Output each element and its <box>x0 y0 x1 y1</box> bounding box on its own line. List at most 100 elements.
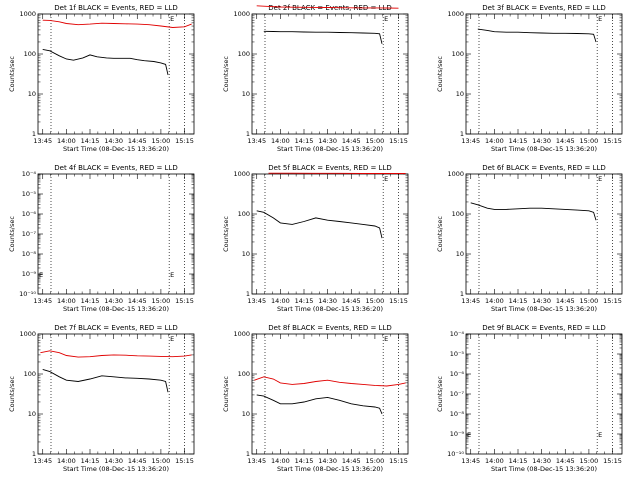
chart-title: Det 5f BLACK = Events, RED = LLD <box>268 164 391 172</box>
series-line-events <box>256 210 383 239</box>
y-tick-label: 1000 <box>447 10 464 18</box>
chart-title: Det 7f BLACK = Events, RED = LLD <box>54 324 177 332</box>
y-tick-label: 10 <box>242 90 250 98</box>
x-tick-label: 14:00 <box>485 457 504 465</box>
x-tick-label: 14:30 <box>532 297 551 305</box>
x-tick-label: 14:15 <box>81 297 100 305</box>
y-tick-label: 1 <box>246 450 250 458</box>
y-axis-label: Counts/sec <box>436 376 444 412</box>
x-tick-label: 15:00 <box>152 457 171 465</box>
x-tick-label: 15:15 <box>603 137 622 145</box>
x-tick-label: 15:00 <box>152 137 171 145</box>
x-tick-label: 15:15 <box>603 457 622 465</box>
x-axis-label: Start Time (08-Dec-15 13:36:20) <box>277 465 383 473</box>
y-tick-label: 1000 <box>233 170 250 178</box>
y-axis-label: Counts/sec <box>222 376 230 412</box>
x-tick-label: 14:45 <box>342 297 361 305</box>
plot-frame <box>251 333 409 455</box>
chart-title: Det 4f BLACK = Events, RED = LLD <box>54 164 177 172</box>
y-axis-label: Counts/sec <box>222 216 230 252</box>
x-axis-label: Start Time (08-Dec-15 13:36:20) <box>491 305 597 313</box>
x-tick-label: 14:45 <box>128 137 147 145</box>
x-tick-label: 14:00 <box>485 137 504 145</box>
x-tick-label: 15:15 <box>389 457 408 465</box>
x-tick-label: 14:00 <box>271 137 290 145</box>
event-marker-label: E <box>384 335 388 343</box>
x-tick-label: 14:45 <box>128 297 147 305</box>
x-tick-label: 14:30 <box>318 457 337 465</box>
x-tick-label: 14:15 <box>295 457 314 465</box>
chart-title: Det 9f BLACK = Events, RED = LLD <box>482 324 605 332</box>
plot-frame <box>465 13 623 135</box>
x-tick-label: 15:00 <box>366 297 385 305</box>
x-tick-label: 15:15 <box>389 137 408 145</box>
x-tick-label: 15:15 <box>175 137 194 145</box>
x-tick-label: 14:45 <box>342 137 361 145</box>
y-tick-label: 100 <box>452 210 464 218</box>
y-axis-label: Counts/sec <box>436 216 444 252</box>
y-tick-label: 100 <box>24 50 36 58</box>
series-line-lld <box>42 19 192 28</box>
y-tick-label: 1 <box>32 130 36 138</box>
x-tick-label: 13:45 <box>33 297 52 305</box>
x-axis-label: Start Time (08-Dec-15 13:36:20) <box>277 145 383 153</box>
chart-title: Det 3f BLACK = Events, RED = LLD <box>482 4 605 12</box>
chart-panel-6: Det 6f BLACK = Events, RED = LLD 1 10 100 10… <box>436 164 623 313</box>
chart-panel-2: Det 2f BLACK = Events, RED = LLD 1 10 100 10… <box>222 4 409 153</box>
x-axis-label: Start Time (08-Dec-15 13:36:20) <box>63 145 169 153</box>
plot-frame <box>37 333 195 455</box>
event-marker-label: E <box>598 175 602 183</box>
chart-panel-7: Det 7f BLACK = Events, RED = LLD 1 10 100 10… <box>8 324 195 473</box>
x-tick-label: 13:45 <box>33 137 52 145</box>
x-tick-label: 14:00 <box>271 457 290 465</box>
x-tick-label: 13:45 <box>247 297 266 305</box>
y-tick-label: 1000 <box>19 10 36 18</box>
x-tick-label: 14:15 <box>509 297 528 305</box>
y-tick-label: 100 <box>238 210 250 218</box>
x-tick-label: 13:45 <box>461 457 480 465</box>
y-tick-label: 1 <box>32 450 36 458</box>
series-line-events <box>470 202 597 221</box>
x-tick-label: 15:15 <box>603 297 622 305</box>
x-tick-label: 14:45 <box>556 137 575 145</box>
plot-frame <box>465 173 623 295</box>
y-tick-label: 10⁻⁶ <box>22 210 37 218</box>
event-marker-label: E <box>170 15 174 23</box>
x-tick-label: 13:45 <box>33 457 52 465</box>
x-tick-label: 14:30 <box>104 457 123 465</box>
y-tick-label: 10 <box>242 250 250 258</box>
x-tick-label: 13:45 <box>247 457 266 465</box>
x-tick-label: 13:45 <box>247 137 266 145</box>
y-tick-label: 10⁻⁷ <box>22 230 37 238</box>
x-tick-label: 15:00 <box>580 457 599 465</box>
y-tick-label: 1 <box>460 290 464 298</box>
plot-frame <box>251 173 409 295</box>
series-line-events <box>477 28 597 43</box>
y-tick-label: 10 <box>456 90 464 98</box>
x-tick-label: 15:00 <box>580 297 599 305</box>
y-tick-label: 10 <box>456 250 464 258</box>
event-marker-label: E <box>598 431 602 439</box>
x-tick-label: 14:15 <box>509 457 528 465</box>
event-marker-label: E <box>598 15 602 23</box>
chart-title: Det 8f BLACK = Events, RED = LLD <box>268 324 391 332</box>
x-tick-label: 14:30 <box>532 137 551 145</box>
y-tick-label: 100 <box>238 50 250 58</box>
series-line-events <box>256 394 383 415</box>
y-tick-label: 1000 <box>233 10 250 18</box>
y-tick-label: 1 <box>460 130 464 138</box>
event-marker-label: E <box>39 271 43 279</box>
x-tick-label: 14:15 <box>81 457 100 465</box>
y-tick-label: 100 <box>24 370 36 378</box>
y-tick-label: 10⁻⁸ <box>450 410 465 418</box>
x-tick-label: 14:30 <box>318 137 337 145</box>
event-marker-label: E <box>467 431 471 439</box>
x-tick-label: 14:15 <box>295 137 314 145</box>
x-axis-label: Start Time (08-Dec-15 13:36:20) <box>277 305 383 313</box>
series-line-lld <box>256 5 399 9</box>
x-axis-label: Start Time (08-Dec-15 13:36:20) <box>491 145 597 153</box>
y-tick-label: 10⁻⁵ <box>450 350 465 358</box>
series-line-events <box>42 368 169 393</box>
